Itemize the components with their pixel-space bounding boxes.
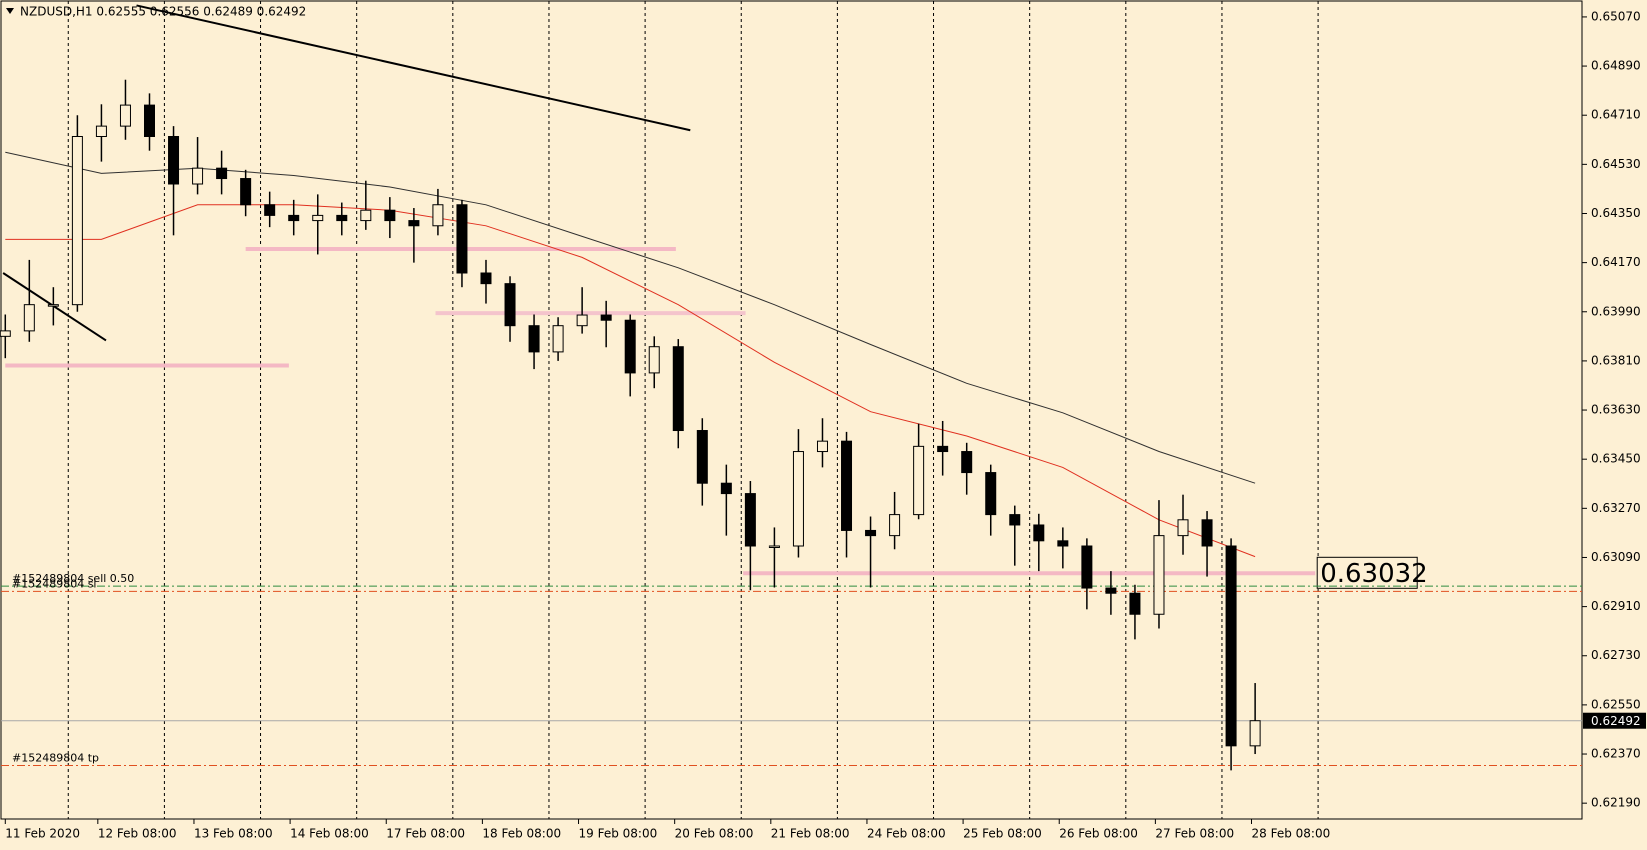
- candle-body: [192, 167, 204, 185]
- x-tick-label: 21 Feb 08:00: [771, 827, 850, 841]
- y-tick-label: 0.64170: [1591, 255, 1641, 269]
- x-tick-label: 27 Feb 08:00: [1155, 827, 1234, 841]
- candle-body: [696, 430, 708, 484]
- order-label: #152489804 sl: [12, 577, 97, 590]
- menu-triangle[interactable]: [6, 8, 14, 14]
- candle-body: [360, 209, 372, 222]
- y-tick-label: 0.63450: [1591, 452, 1641, 466]
- candle-body: [816, 440, 828, 453]
- candle-body: [672, 346, 684, 432]
- x-tick-label: 26 Feb 08:00: [1059, 827, 1138, 841]
- candle-body: [168, 136, 180, 185]
- x-tick-label: 11 Feb 2020: [5, 827, 80, 841]
- y-tick-label: 0.62370: [1591, 747, 1641, 761]
- candle-body: [432, 204, 444, 227]
- candle-body: [1009, 514, 1021, 526]
- candle-body: [1225, 545, 1237, 747]
- y-tick-label: 0.65070: [1591, 9, 1641, 23]
- candle-body: [624, 319, 636, 374]
- candle-body: [288, 214, 300, 222]
- x-tick-label: 18 Feb 08:00: [482, 827, 561, 841]
- y-tick-label: 0.63270: [1591, 501, 1641, 515]
- candle-body: [600, 314, 612, 321]
- y-tick-label: 0.62910: [1591, 599, 1641, 613]
- x-tick-label: 14 Feb 08:00: [290, 827, 369, 841]
- level-label-box: [1316, 556, 1418, 589]
- x-tick-label: 24 Feb 08:00: [867, 827, 946, 841]
- x-tick-label: 25 Feb 08:00: [963, 827, 1042, 841]
- candle-body: [865, 529, 877, 537]
- moving-average: [5, 204, 1256, 558]
- trendline: [136, 4, 691, 132]
- moving-average: [5, 151, 1256, 484]
- candle-body: [1081, 545, 1093, 589]
- candle-body: [143, 104, 155, 138]
- candle-body: [552, 325, 564, 353]
- candle-body: [648, 346, 660, 374]
- y-tick-label: 0.64530: [1591, 157, 1641, 171]
- candle-body: [937, 445, 949, 453]
- x-tick-label: 28 Feb 08:00: [1252, 827, 1331, 841]
- candle-body: [0, 330, 11, 337]
- candle-body: [576, 314, 588, 327]
- candle-body: [384, 209, 396, 222]
- candle-body: [336, 214, 348, 222]
- candle-body: [985, 472, 997, 516]
- candle-body: [889, 514, 901, 537]
- y-tick-label: 0.63630: [1591, 403, 1641, 417]
- y-tick-label: 0.64350: [1591, 206, 1641, 220]
- candle-body: [841, 440, 853, 531]
- candle-body: [768, 545, 780, 548]
- candle-body: [720, 482, 732, 495]
- candle-body: [913, 445, 925, 516]
- candle-body: [119, 104, 131, 127]
- candle-body: [1057, 540, 1069, 547]
- candle-body: [71, 136, 83, 306]
- candle-body: [456, 204, 468, 274]
- candle-body: [528, 325, 540, 353]
- y-tick-label: 0.62730: [1591, 648, 1641, 662]
- candle-body: [95, 125, 107, 137]
- y-tick-label: 0.64710: [1591, 108, 1641, 122]
- candle-body: [1105, 587, 1117, 594]
- candle-body: [240, 178, 252, 206]
- candle-body: [1249, 720, 1261, 747]
- candle-body: [792, 451, 804, 547]
- candle-body: [1201, 519, 1213, 547]
- x-tick-label: 12 Feb 08:00: [98, 827, 177, 841]
- candle-body: [23, 304, 35, 332]
- candle-body: [312, 214, 324, 222]
- y-tick-label: 0.62190: [1591, 796, 1641, 810]
- x-tick-label: 19 Feb 08:00: [579, 827, 658, 841]
- candle-body: [744, 493, 756, 547]
- candle-body: [1177, 519, 1189, 537]
- candle-body: [480, 272, 492, 285]
- candle-body: [216, 167, 228, 180]
- y-tick-label: 0.62550: [1591, 697, 1641, 711]
- candle-body: [504, 283, 516, 327]
- current-price-label: 0.62492: [1591, 714, 1641, 728]
- candle-body: [264, 204, 276, 216]
- x-tick-label: 20 Feb 08:00: [675, 827, 754, 841]
- y-tick-label: 0.63810: [1591, 353, 1641, 367]
- candle-body: [408, 220, 420, 227]
- candle-body: [1153, 535, 1165, 615]
- candle-body: [1033, 524, 1045, 542]
- order-label: #152489804 sell 0.50: [12, 572, 134, 585]
- current-price-box: [1583, 712, 1646, 729]
- candle-body: [47, 304, 59, 307]
- candle-body: [1129, 592, 1141, 615]
- candle-body: [961, 451, 973, 474]
- x-tick-label: 13 Feb 08:00: [194, 827, 273, 841]
- order-label: #152489804 tp: [12, 751, 99, 764]
- level-label: 0.63032: [1320, 559, 1428, 589]
- y-tick-label: 0.63990: [1591, 304, 1641, 318]
- trendline: [2, 272, 107, 342]
- y-tick-label: 0.64890: [1591, 59, 1641, 73]
- x-tick-label: 17 Feb 08:00: [386, 827, 465, 841]
- y-tick-label: 0.63090: [1591, 550, 1641, 564]
